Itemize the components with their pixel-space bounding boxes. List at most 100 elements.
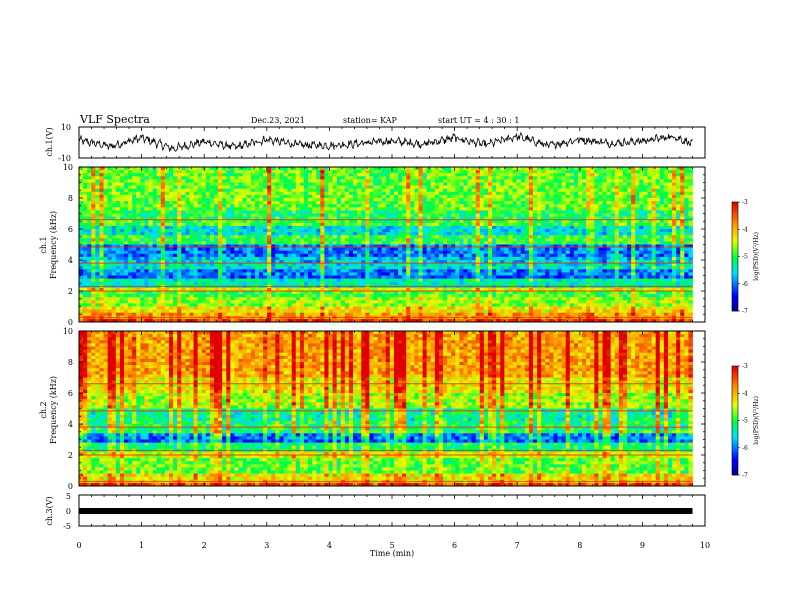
- spectrogram-cell: [475, 179, 481, 183]
- spectrogram-cell: [336, 225, 342, 230]
- spectrogram-cell: [582, 167, 587, 171]
- spectrogram-cell: [651, 222, 657, 227]
- spectrogram-cell: [627, 232, 632, 236]
- spectrogram-cell: [414, 201, 419, 205]
- spectrogram-cell: [537, 179, 542, 183]
- spectrogram-cell: [676, 173, 681, 177]
- spectrogram-cell: [267, 216, 272, 221]
- spectrogram-cell: [443, 229, 448, 233]
- spectrogram-cell: [512, 204, 518, 208]
- spectrogram-cell: [680, 170, 685, 174]
- spectrogram-cell: [618, 179, 624, 183]
- spectrogram-cell: [83, 207, 88, 211]
- spectrogram-cell: [443, 260, 448, 264]
- spectrogram-cell: [291, 238, 297, 242]
- spectrogram-cell: [467, 216, 473, 221]
- spectrogram-cell: [328, 204, 333, 208]
- spectrogram-cell: [226, 225, 231, 230]
- spectrogram-cell: [324, 176, 329, 180]
- spectrogram-cell: [590, 260, 595, 264]
- spectrogram-cell: [438, 263, 444, 267]
- spectrogram-cell: [234, 238, 239, 242]
- spectrogram-cell: [508, 219, 513, 224]
- spectrogram-cell: [524, 232, 530, 236]
- spectrogram-cell: [107, 229, 113, 233]
- spectrogram-cell: [353, 235, 358, 239]
- spectrogram-cell: [324, 185, 329, 190]
- spectrogram-cell: [647, 244, 652, 248]
- spectrogram-cell: [545, 179, 550, 183]
- spectrogram-cell: [324, 222, 329, 227]
- spectrogram-cell: [586, 216, 591, 221]
- spectrogram-cell: [627, 216, 632, 221]
- spectrogram-cell: [222, 167, 227, 171]
- spectrogram-cell: [586, 225, 591, 230]
- spectrogram-cell: [177, 210, 182, 214]
- spectrogram-cell: [532, 213, 538, 217]
- spectrogram-cell: [218, 167, 223, 171]
- spectrogram-cell: [381, 241, 387, 245]
- spectrogram-cell: [336, 266, 342, 270]
- spectrogram-cell: [234, 229, 239, 233]
- spectrogram-cell: [357, 182, 362, 186]
- spectrogram-cell: [471, 210, 477, 214]
- spectrogram-cell: [524, 250, 530, 255]
- spectrogram-cell: [87, 204, 92, 208]
- spectrogram-cell: [492, 213, 497, 217]
- spectrogram-cell: [655, 173, 661, 177]
- spectrogram-cell: [622, 229, 628, 233]
- spectrogram-cell: [487, 225, 493, 230]
- spectrogram-cell: [614, 201, 620, 205]
- spectrogram-cell: [541, 229, 546, 233]
- spectrogram-cell: [328, 225, 333, 230]
- spectrogram-cell: [218, 263, 223, 267]
- spectrogram-cell: [414, 167, 419, 171]
- spectrogram-cell: [447, 191, 452, 196]
- spectrogram-cell: [332, 185, 338, 190]
- spectrogram-cell: [365, 191, 370, 196]
- spectrogram-cell: [173, 188, 178, 193]
- spectrogram-cell: [451, 216, 456, 221]
- spectrogram-cell: [246, 229, 252, 233]
- spectrogram-cell: [537, 198, 542, 202]
- spectrogram-cell: [348, 219, 354, 224]
- spectrogram-cell: [451, 229, 456, 233]
- spectrogram-cell: [459, 238, 464, 242]
- spectrogram-cell: [119, 235, 125, 239]
- spectrogram-cell: [516, 179, 522, 183]
- spectrogram-cell: [594, 210, 599, 214]
- spectrogram-cell: [242, 173, 248, 177]
- spectrogram-cell: [111, 198, 117, 202]
- spectrogram-cell: [635, 256, 640, 261]
- spectrogram-cell: [205, 173, 211, 177]
- spectrogram-cell: [299, 167, 305, 171]
- spectrogram-cell: [557, 191, 562, 196]
- spectrogram-cell: [91, 188, 96, 193]
- spectrogram-cell: [99, 260, 104, 264]
- spectrogram-cell: [537, 182, 542, 186]
- spectrogram-cell: [226, 167, 231, 171]
- spectrogram-cell: [258, 198, 264, 202]
- spectrogram-cell: [115, 235, 121, 239]
- spectrogram-cell: [541, 170, 546, 174]
- spectrogram-cell: [377, 179, 383, 183]
- spectrogram-cell: [79, 229, 84, 233]
- spectrogram-cell: [213, 263, 219, 267]
- spectrogram-cell: [447, 247, 452, 252]
- spectrogram-cell: [393, 182, 399, 186]
- spectrogram-cell: [295, 235, 301, 239]
- spectrogram-cell: [271, 256, 276, 261]
- spectrogram-cell: [136, 253, 141, 258]
- spectrogram-cell: [443, 232, 448, 236]
- spectrogram-cell: [426, 225, 432, 230]
- spectrogram-cell: [152, 222, 158, 227]
- spectrogram-cell: [246, 238, 252, 242]
- spectrogram-cell: [312, 179, 317, 183]
- spectrogram-cell: [590, 225, 595, 230]
- spectrogram-cell: [99, 207, 104, 211]
- spectrogram-cell: [316, 194, 321, 199]
- spectrogram-cell: [618, 263, 624, 267]
- spectrogram-cell: [447, 182, 452, 186]
- spectrogram-cell: [111, 216, 117, 221]
- spectrogram-cell: [610, 253, 616, 258]
